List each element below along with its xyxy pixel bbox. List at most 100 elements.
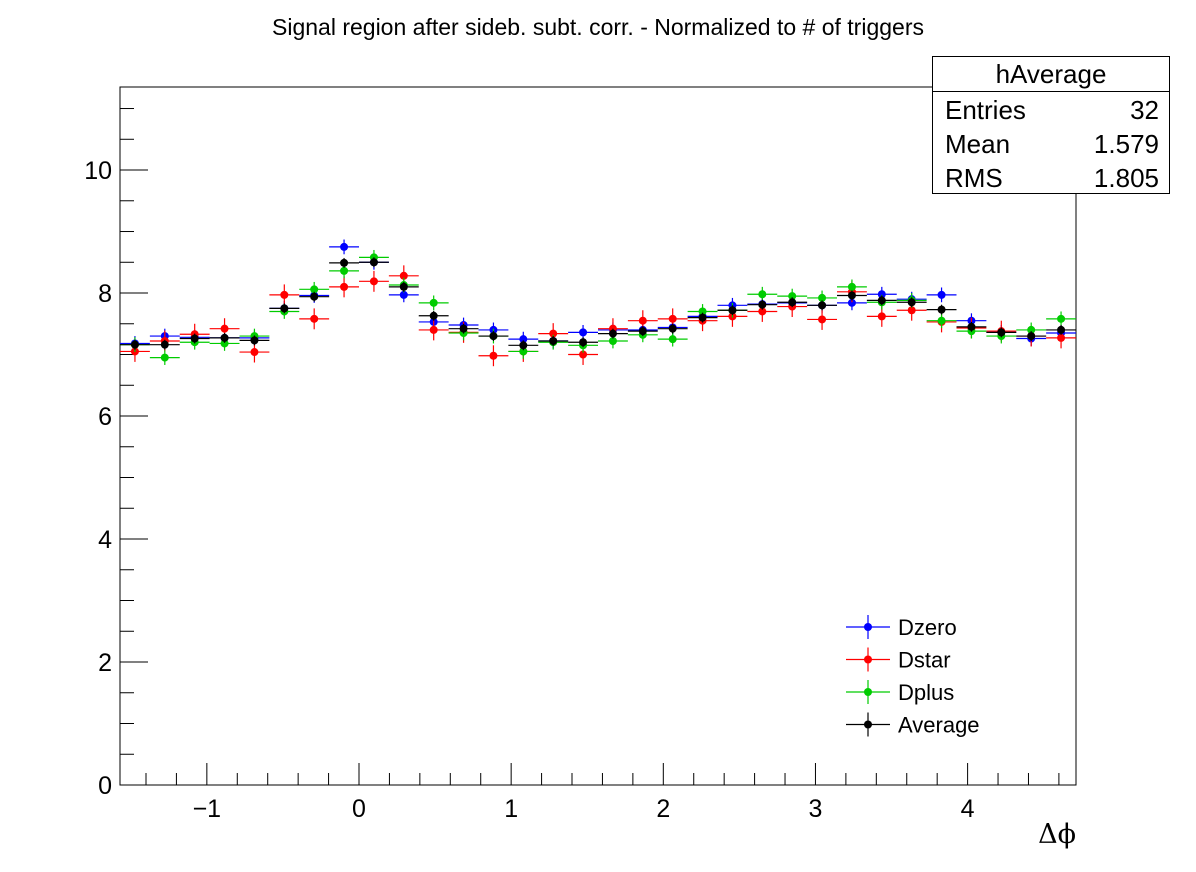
legend-marker: [864, 655, 872, 664]
legend-marker: [864, 720, 872, 729]
stats-value: 1.805: [1093, 163, 1159, 193]
data-point: [758, 290, 767, 299]
stats-value: 32: [1130, 95, 1159, 125]
x-tick-label: −1: [193, 795, 222, 823]
series-average: [120, 257, 1076, 351]
data-point: [549, 336, 558, 345]
data-point: [579, 338, 588, 347]
data-point: [698, 307, 707, 316]
data-point: [1057, 325, 1066, 334]
x-axis-label: Δϕ: [1038, 819, 1076, 850]
legend-label: Average: [898, 713, 980, 738]
stats-row-rms: RMS 1.805: [933, 160, 1169, 194]
data-point: [190, 334, 199, 343]
data-point: [429, 325, 438, 334]
data-point: [818, 293, 827, 302]
data-point: [160, 340, 169, 349]
chart-title: Signal region after sideb. subt. corr. -…: [272, 14, 924, 40]
data-point: [937, 316, 946, 325]
data-point: [847, 291, 856, 300]
data-point: [429, 298, 438, 307]
data-point: [220, 339, 229, 348]
data-point: [608, 336, 617, 345]
data-point: [847, 298, 856, 307]
legend-label: Dplus: [898, 680, 954, 705]
data-point: [340, 258, 349, 267]
stats-label: Mean: [945, 129, 1011, 159]
data-point: [668, 335, 677, 344]
x-tick-label: 1: [504, 795, 518, 823]
data-point: [638, 327, 647, 336]
data-point: [937, 290, 946, 299]
data-point: [220, 333, 229, 342]
x-tick-label: 2: [656, 795, 670, 823]
data-point: [489, 351, 498, 360]
data-point: [668, 314, 677, 323]
data-point: [519, 347, 528, 356]
data-point: [340, 242, 349, 251]
data-point: [310, 285, 319, 294]
y-tick-label: 8: [98, 280, 112, 308]
data-point: [788, 292, 797, 301]
data-point: [818, 301, 827, 310]
y-tick-label: 0: [98, 772, 112, 800]
data-point: [698, 313, 707, 322]
data-point: [340, 266, 349, 275]
data-point: [489, 332, 498, 341]
data-point: [758, 300, 767, 309]
data-point: [369, 277, 378, 286]
series-dplus: [120, 249, 1076, 365]
data-point: [997, 328, 1006, 337]
data-point: [399, 282, 408, 291]
data-point: [160, 353, 169, 362]
x-tick-label: 3: [809, 795, 823, 823]
data-point: [907, 298, 916, 307]
y-tick-label: 6: [98, 403, 112, 431]
data-point: [728, 306, 737, 315]
data-point: [967, 322, 976, 331]
legend-label: Dstar: [898, 648, 951, 673]
data-point: [668, 324, 677, 333]
data-point: [519, 341, 528, 350]
data-point: [608, 329, 617, 338]
legend-marker: [864, 623, 872, 631]
data-point: [877, 290, 886, 299]
stats-row-entries: Entries 32: [933, 92, 1169, 126]
data-point: [250, 336, 259, 345]
data-point: [579, 350, 588, 359]
stats-value: 1.579: [1093, 129, 1159, 159]
legend-label: Dzero: [898, 615, 957, 640]
data-point: [399, 290, 408, 299]
stats-title: hAverage: [933, 57, 1169, 92]
data-point: [429, 311, 438, 320]
data-point: [549, 329, 558, 338]
y-tick-label: 2: [98, 649, 112, 677]
series-dstar: [120, 265, 1076, 367]
data-point: [1057, 333, 1066, 342]
stats-label: RMS: [945, 163, 1003, 193]
data-point: [638, 316, 647, 325]
data-point: [519, 335, 528, 344]
data-point: [877, 312, 886, 321]
data-point: [459, 324, 468, 333]
data-point: [399, 271, 408, 280]
data-point: [937, 305, 946, 314]
y-tick-label: 4: [98, 526, 112, 554]
y-tick-label: 10: [84, 157, 112, 185]
data-point: [310, 292, 319, 301]
data-point: [579, 328, 588, 337]
data-point: [1027, 325, 1036, 334]
data-point: [1057, 314, 1066, 323]
data-point: [280, 290, 289, 299]
data-point: [220, 324, 229, 333]
stats-row-mean: Mean 1.579: [933, 126, 1169, 160]
stats-label: Entries: [945, 95, 1026, 125]
data-point: [310, 314, 319, 323]
data-point: [1027, 332, 1036, 341]
data-point: [280, 304, 289, 313]
data-point: [369, 258, 378, 267]
data-point: [250, 348, 259, 357]
data-point: [130, 340, 139, 349]
data-point: [877, 296, 886, 305]
data-point: [847, 282, 856, 291]
